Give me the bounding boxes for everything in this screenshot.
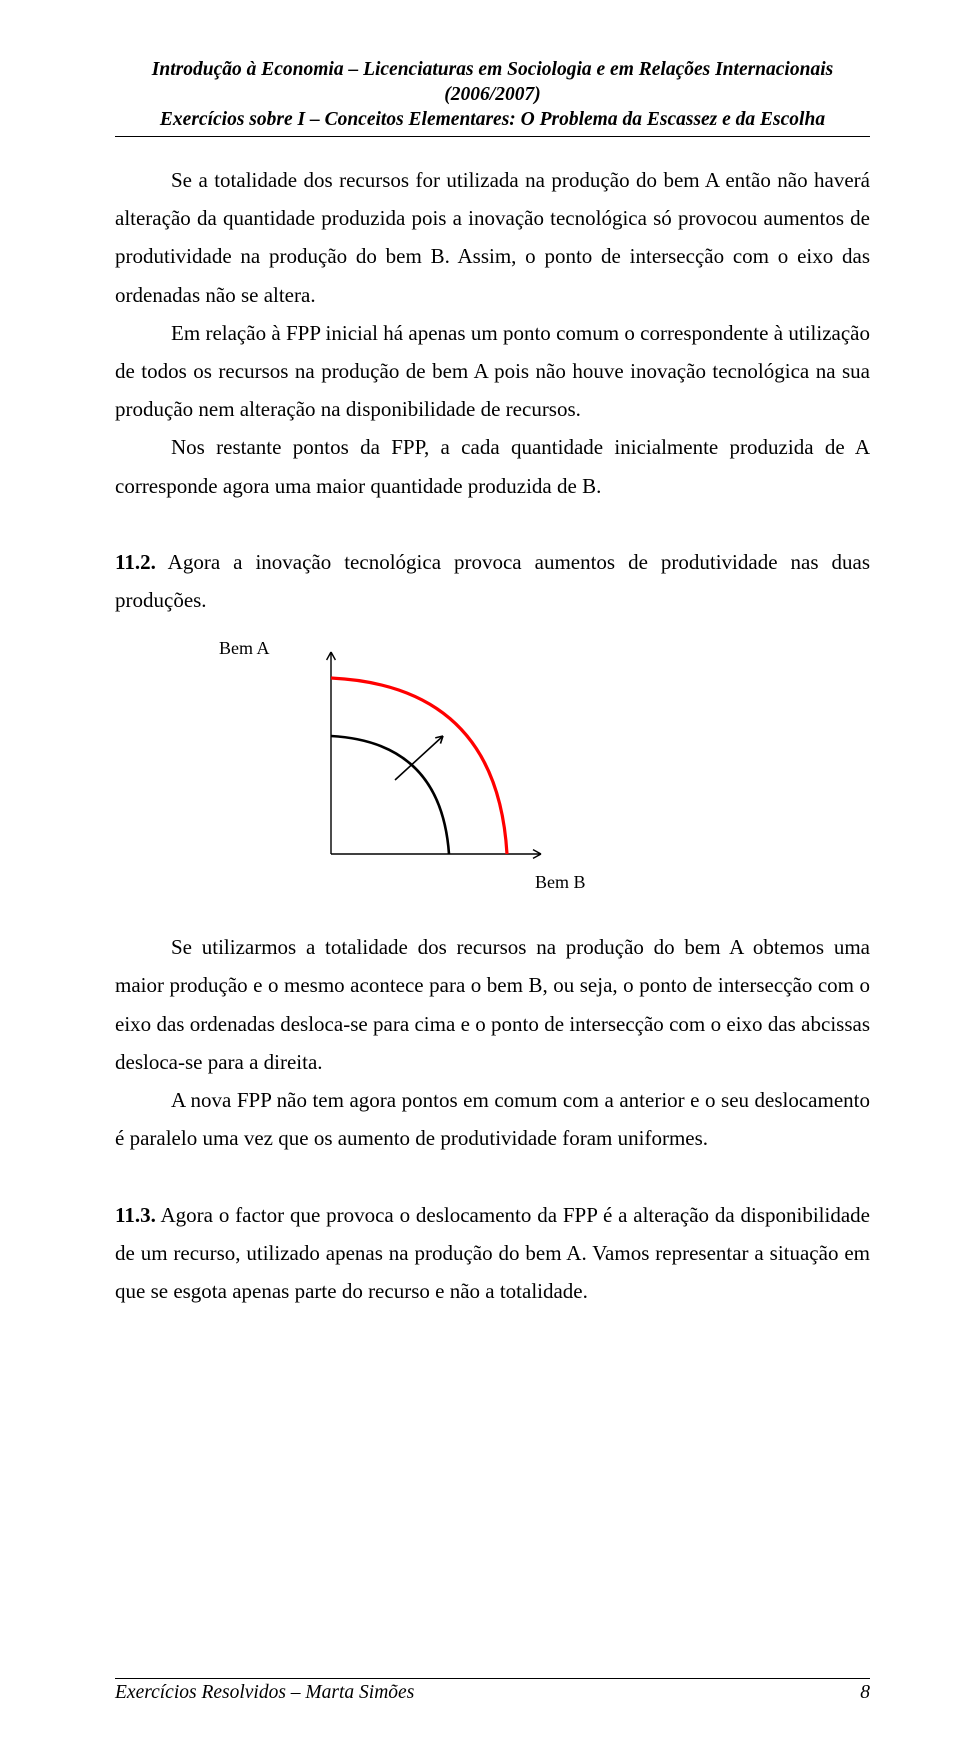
paragraph-2: Em relação à FPP inicial há apenas um po…	[115, 314, 870, 429]
footer-page-number: 8	[860, 1682, 870, 1704]
paragraph-3: Nos restante pontos da FPP, a cada quant…	[115, 428, 870, 504]
section-11-2-text: Agora a inovação tecnológica provoca aum…	[115, 550, 870, 612]
fpp-svg	[285, 640, 585, 890]
page-header: Introdução à Economia – Licenciaturas em…	[115, 58, 870, 133]
section-11-3: 11.3. Agora o factor que provoca o deslo…	[115, 1196, 870, 1311]
fpp-diagram: Bem A Bem B	[285, 640, 625, 910]
section-11-3-text: Agora o factor que provoca o deslocament…	[115, 1203, 870, 1303]
section-11-2: 11.2. Agora a inovação tecnológica provo…	[115, 543, 870, 619]
header-line-2: Exercícios sobre I – Conceitos Elementar…	[115, 108, 870, 133]
footer-left: Exercícios Resolvidos – Marta Simões	[115, 1682, 414, 1704]
body-block-2: Se utilizarmos a totalidade dos recursos…	[115, 928, 870, 1157]
paragraph-5: A nova FPP não tem agora pontos em comum…	[115, 1081, 870, 1157]
header-line-1: Introdução à Economia – Licenciaturas em…	[115, 58, 870, 108]
axis-label-bem-a: Bem A	[219, 638, 270, 659]
paragraph-4: Se utilizarmos a totalidade dos recursos…	[115, 928, 870, 1081]
paragraph-1: Se a totalidade dos recursos for utiliza…	[115, 161, 870, 314]
axis-label-bem-b: Bem B	[535, 872, 586, 893]
body-block-1: Se a totalidade dos recursos for utiliza…	[115, 161, 870, 505]
section-11-3-number: 11.3.	[115, 1203, 156, 1227]
footer-rule	[115, 1678, 870, 1679]
header-rule	[115, 136, 870, 137]
page-footer: Exercícios Resolvidos – Marta Simões 8	[115, 1678, 870, 1704]
section-11-2-number: 11.2.	[115, 550, 156, 574]
